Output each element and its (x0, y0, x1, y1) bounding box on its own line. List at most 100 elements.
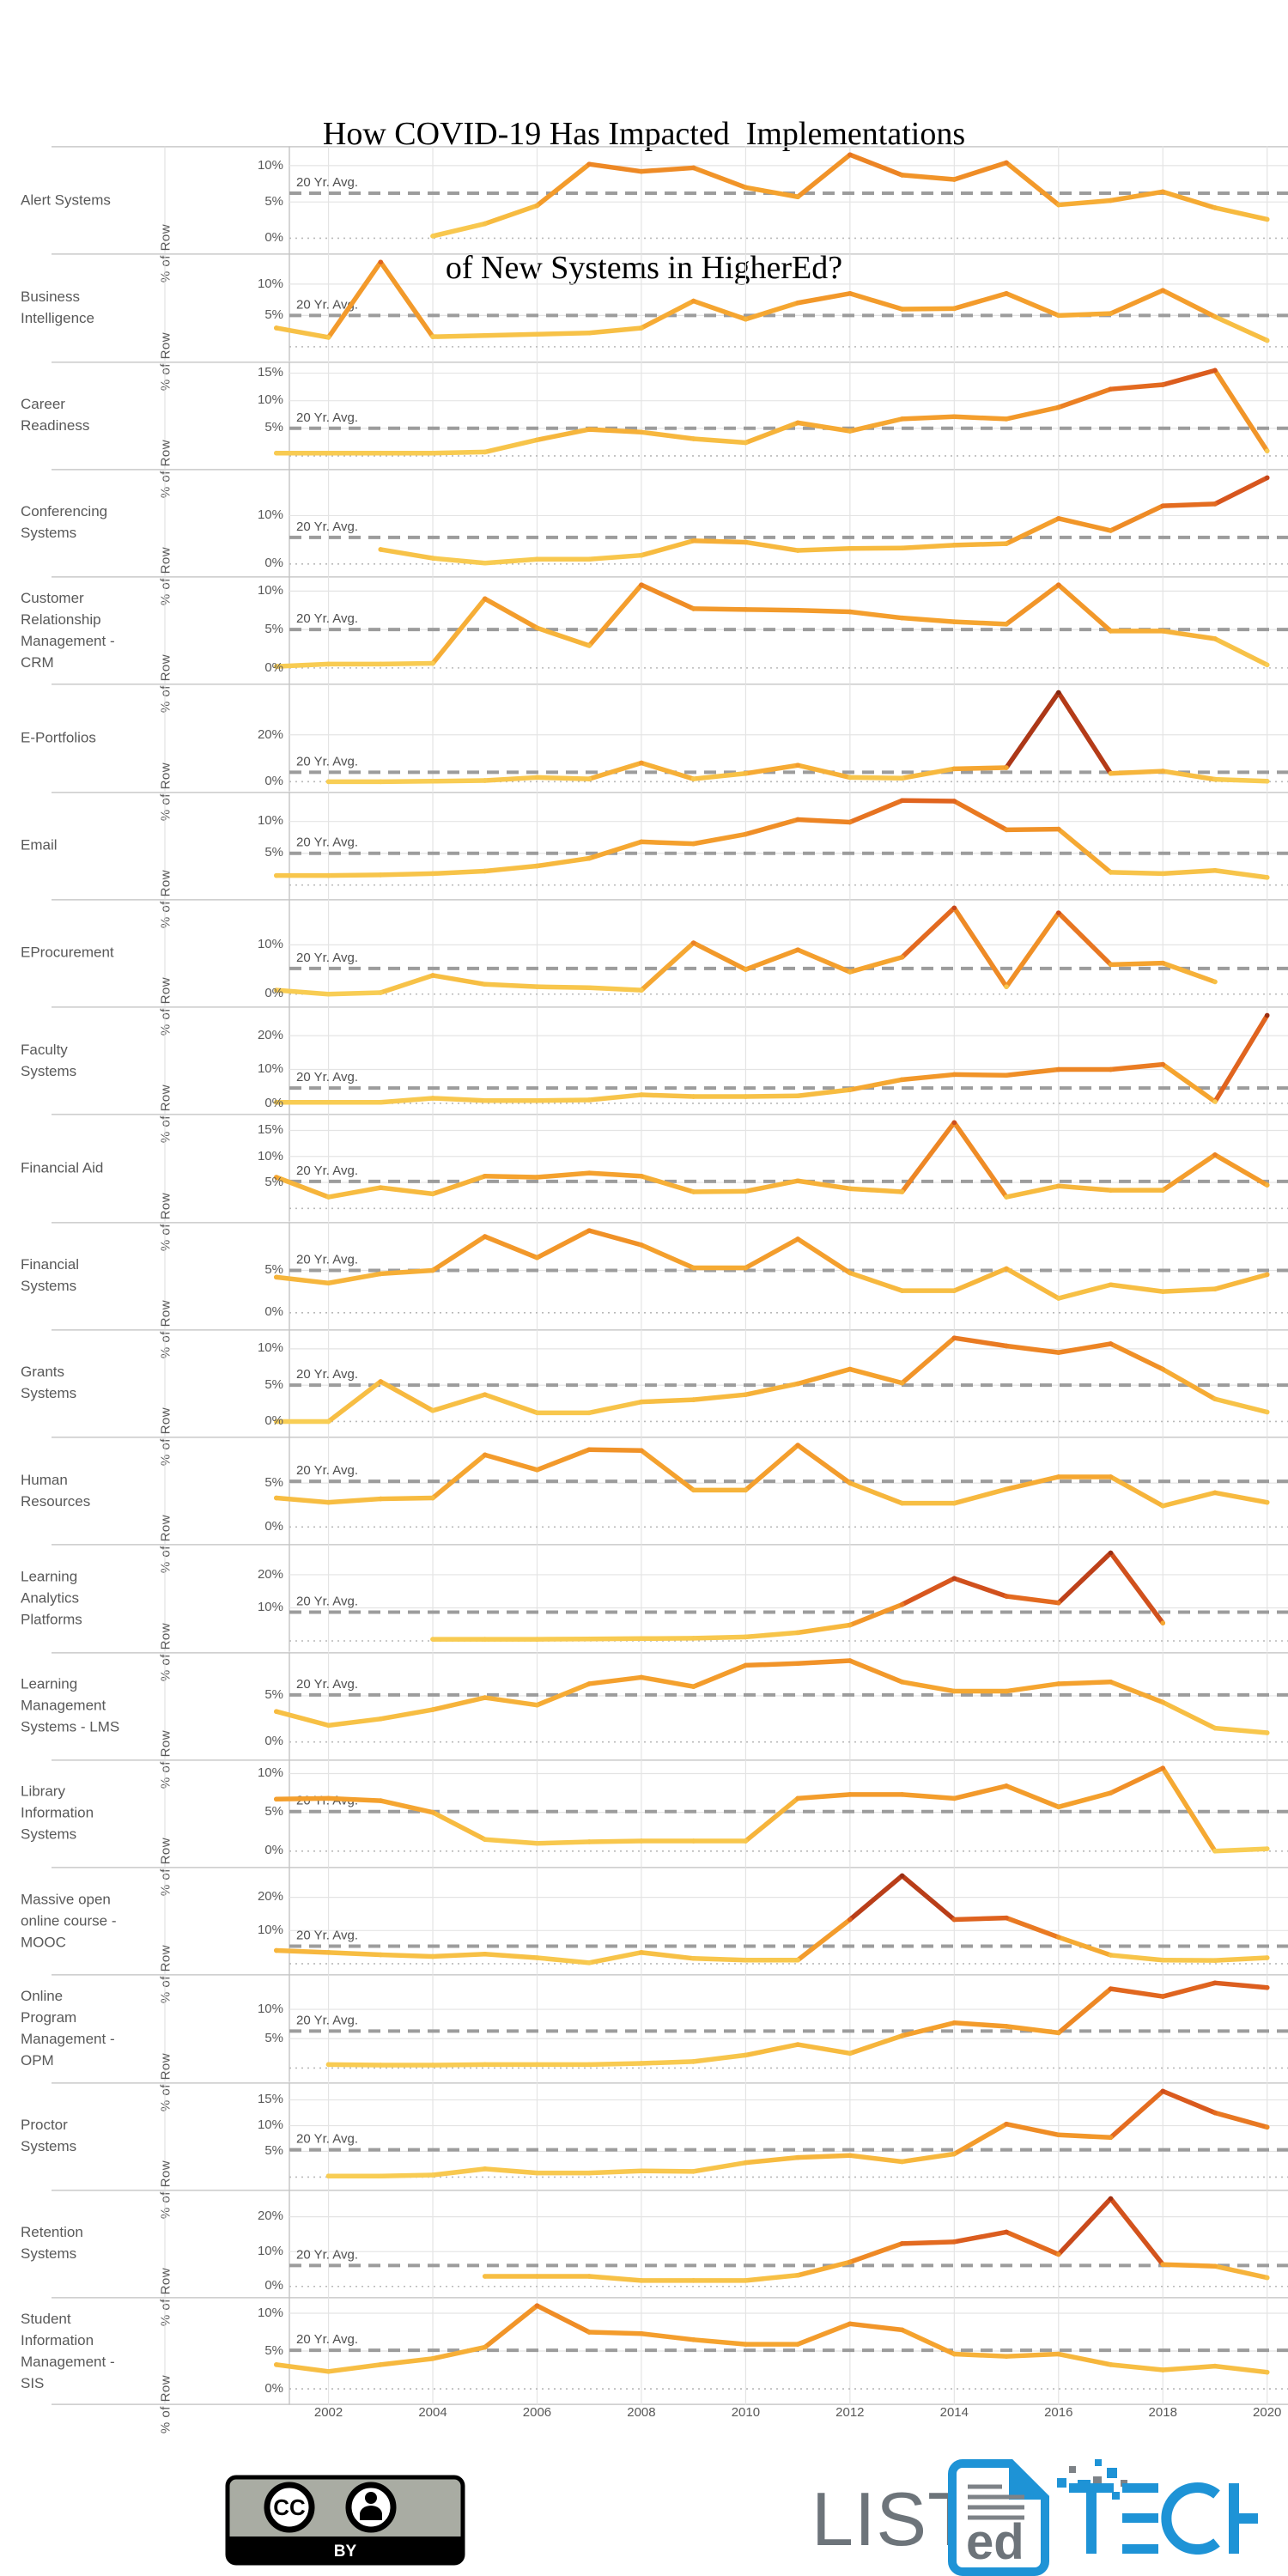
row-plot: 20 Yr. Avg. (52, 1974, 1288, 2082)
avg-label: 20 Yr. Avg. (296, 835, 358, 849)
y-tick-label: 5% (264, 1376, 283, 1392)
row-label: Learning Management Systems - LMS (21, 1675, 120, 1735)
y-tick-label: 0% (264, 1303, 283, 1319)
row-label: Conferencing Systems (21, 503, 108, 542)
y-tick-label: 0% (264, 986, 283, 1001)
avg-label: 20 Yr. Avg. (296, 611, 358, 626)
svg-text:CC: CC (273, 2494, 306, 2520)
row-plot: 20 Yr. Avg. (52, 1006, 1288, 1115)
chart-row: 20 Yr. Avg. Learning Management Systems - L… (0, 1651, 1288, 1789)
row-label: E-Portfolios (21, 729, 96, 746)
x-axis-tick-label: 2012 (835, 2405, 865, 2420)
y-tick-label: 10% (257, 936, 283, 951)
row-plot: 20 Yr. Avg. (52, 2081, 1288, 2190)
y-tick-label: 20% (257, 1027, 283, 1042)
chart-row: 20 Yr. Avg. Human Resources% of Row 5% 0% (0, 1437, 1288, 1573)
x-axis-tick-label: 2018 (1148, 2405, 1177, 2420)
row-label: Faculty Systems (21, 1041, 77, 1079)
y-tick-label: 10% (257, 507, 283, 522)
cc-by-badge: CC BY (225, 2475, 465, 2570)
chart-row: 20 Yr. Avg. Conferencing Systems% of Row 10… (0, 468, 1288, 605)
cc-by-badge-graphic: CC BY (225, 2475, 465, 2566)
chart-row: 20 Yr. Avg. Alert Systems% of Row 10% 5% 0% (0, 146, 1288, 283)
x-axis-tick-label: 2016 (1044, 2405, 1073, 2420)
y-tick-label: 20% (257, 1566, 283, 1582)
y-tick-label: 5% (264, 2342, 283, 2358)
y-tick-label: 20% (257, 2208, 283, 2223)
listedtech-logo: LIST ed (811, 2456, 1272, 2576)
row-plot: 20 Yr. Avg. (52, 1221, 1288, 1330)
y-tick-label: 0% (264, 774, 283, 789)
chart-row: 20 Yr. Avg. Library Information Systems% of… (0, 1759, 1288, 1896)
row-label: Grants Systems (21, 1364, 77, 1402)
y-tick-label: 15% (257, 364, 283, 380)
chart-row: 20 Yr. Avg. Grants Systems% of Row 10% 5% 0% (0, 1328, 1288, 1466)
chart-row: 20 Yr. Avg. Career Readiness% of Row 15% 10%… (0, 361, 1288, 498)
x-axis-labels: 2002 2004 2006 2008 2010 2012 2014 2016 2018 2020 (0, 2405, 1288, 2431)
y-tick-label: 5% (264, 1261, 283, 1277)
chart-row: 20 Yr. Avg. E-Portfolios% of Row 20% 0% (0, 683, 1288, 821)
y-tick-label: 10% (257, 1340, 283, 1356)
avg-label: 20 Yr. Avg. (296, 410, 358, 424)
avg-label: 20 Yr. Avg. (296, 755, 358, 769)
row-label: EProcurement (21, 944, 114, 961)
avg-label: 20 Yr. Avg. (296, 298, 358, 313)
y-tick-label: 5% (264, 2031, 283, 2046)
y-tick-label: 5% (264, 419, 283, 434)
y-tick-label: 10% (257, 812, 283, 828)
y-tick-label: 5% (264, 193, 283, 209)
y-tick-label: 0% (264, 1413, 283, 1428)
chart-row: 20 Yr. Avg. Proctor Systems% of Row 15% 10% 5… (0, 2081, 1288, 2219)
row-plot: 20 Yr. Avg. (52, 898, 1288, 1007)
y-tick-label: 10% (257, 392, 283, 407)
row-label: Alert Systems (21, 191, 111, 209)
x-axis-tick-label: 2020 (1253, 2405, 1282, 2420)
chart-row: 20 Yr. Avg. Faculty Systems% of Row 20% 10% 0… (0, 1006, 1288, 1143)
row-label: Business Intelligence (21, 288, 95, 326)
row-label: Library Information Systems (21, 1783, 94, 1843)
y-tick-label: 5% (264, 1174, 283, 1189)
y-tick-label: 0% (264, 2278, 283, 2293)
row-label: Online Program Management - OPM (21, 1987, 115, 2069)
row-plot: 20 Yr. Avg. (52, 146, 1288, 254)
y-tick-label: 10% (257, 157, 283, 173)
row-plot: 20 Yr. Avg. (52, 361, 1288, 470)
row-plot: 20 Yr. Avg. (52, 791, 1288, 900)
row-label: Financial Systems (21, 1256, 80, 1295)
y-tick-label: 10% (257, 582, 283, 598)
y-tick-label: 10% (257, 2001, 283, 2016)
row-label: Proctor Systems (21, 2117, 77, 2155)
row-plot: 20 Yr. Avg. (52, 683, 1288, 792)
y-tick-label: 10% (257, 1061, 283, 1077)
y-tick-label: 0% (264, 1733, 283, 1748)
row-plot: 20 Yr. Avg. (52, 1544, 1288, 1652)
x-axis-tick-label: 2004 (418, 2405, 447, 2420)
row-label: Human Resources (21, 1471, 91, 1510)
cc-by-label: BY (334, 2543, 357, 2561)
y-tick-label: 0% (264, 230, 283, 246)
cc-icon: CC (264, 2482, 315, 2533)
row-label: Financial Aid (21, 1159, 104, 1176)
y-tick-label: 0% (264, 1518, 283, 1534)
row-plot: 20 Yr. Avg. (52, 1867, 1288, 1975)
row-plot: 20 Yr. Avg. (52, 2189, 1288, 2298)
y-tick-label: 5% (264, 1474, 283, 1490)
chart-row: 20 Yr. Avg. Student Information Management … (0, 2297, 1288, 2433)
chart-title-line1: How COVID-19 Has Impacted Implementation… (322, 116, 966, 152)
y-tick-label: 10% (257, 276, 283, 291)
row-label: Student Information Management - SIS (21, 2310, 115, 2391)
row-plot: 20 Yr. Avg. (52, 1328, 1288, 1437)
y-tick-label: 0% (264, 1095, 283, 1110)
x-axis-tick-label: 2002 (313, 2405, 343, 2420)
chart-row: 20 Yr. Avg. Financial Aid% of Row 15% 10% 5% (0, 1114, 1288, 1251)
logo-tech-text (1069, 2482, 1272, 2555)
y-tick-label: 20% (257, 726, 283, 742)
x-axis-tick-label: 2006 (522, 2405, 552, 2420)
y-tick-label: 5% (264, 621, 283, 636)
avg-label: 20 Yr. Avg. (296, 1367, 358, 1382)
avg-label: 20 Yr. Avg. (296, 1163, 358, 1178)
y-tick-label: 5% (264, 307, 283, 323)
row-plot: 20 Yr. Avg. (52, 1437, 1288, 1545)
chart-row: 20 Yr. Avg. Financial Systems% of Row 5% 0% (0, 1221, 1288, 1358)
